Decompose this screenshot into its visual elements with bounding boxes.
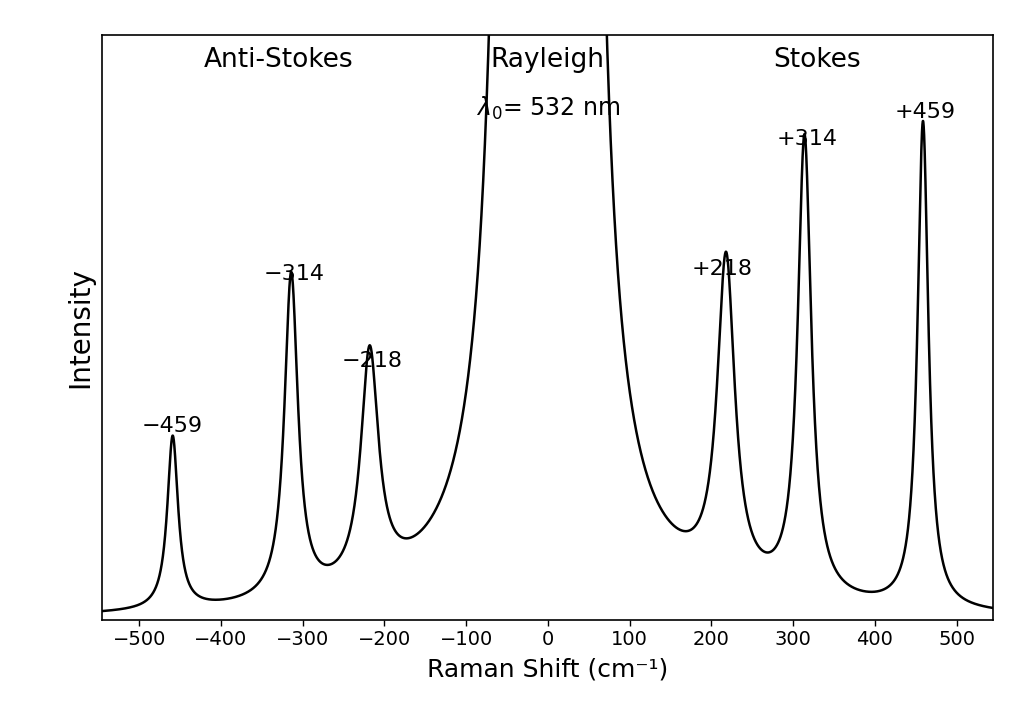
Text: +314: +314 (776, 129, 838, 149)
Text: +218: +218 (691, 258, 753, 279)
Text: −314: −314 (264, 264, 325, 284)
Text: −459: −459 (142, 415, 203, 436)
X-axis label: Raman Shift (cm⁻¹): Raman Shift (cm⁻¹) (427, 658, 669, 681)
Text: Anti-Stokes: Anti-Stokes (204, 47, 353, 73)
Text: Stokes: Stokes (774, 47, 861, 73)
Text: Rayleigh: Rayleigh (490, 47, 605, 73)
Y-axis label: Intensity: Intensity (67, 267, 94, 388)
Text: +459: +459 (895, 102, 956, 122)
Text: −218: −218 (342, 351, 402, 370)
Text: $\lambda_0$= 532 nm: $\lambda_0$= 532 nm (476, 94, 620, 122)
